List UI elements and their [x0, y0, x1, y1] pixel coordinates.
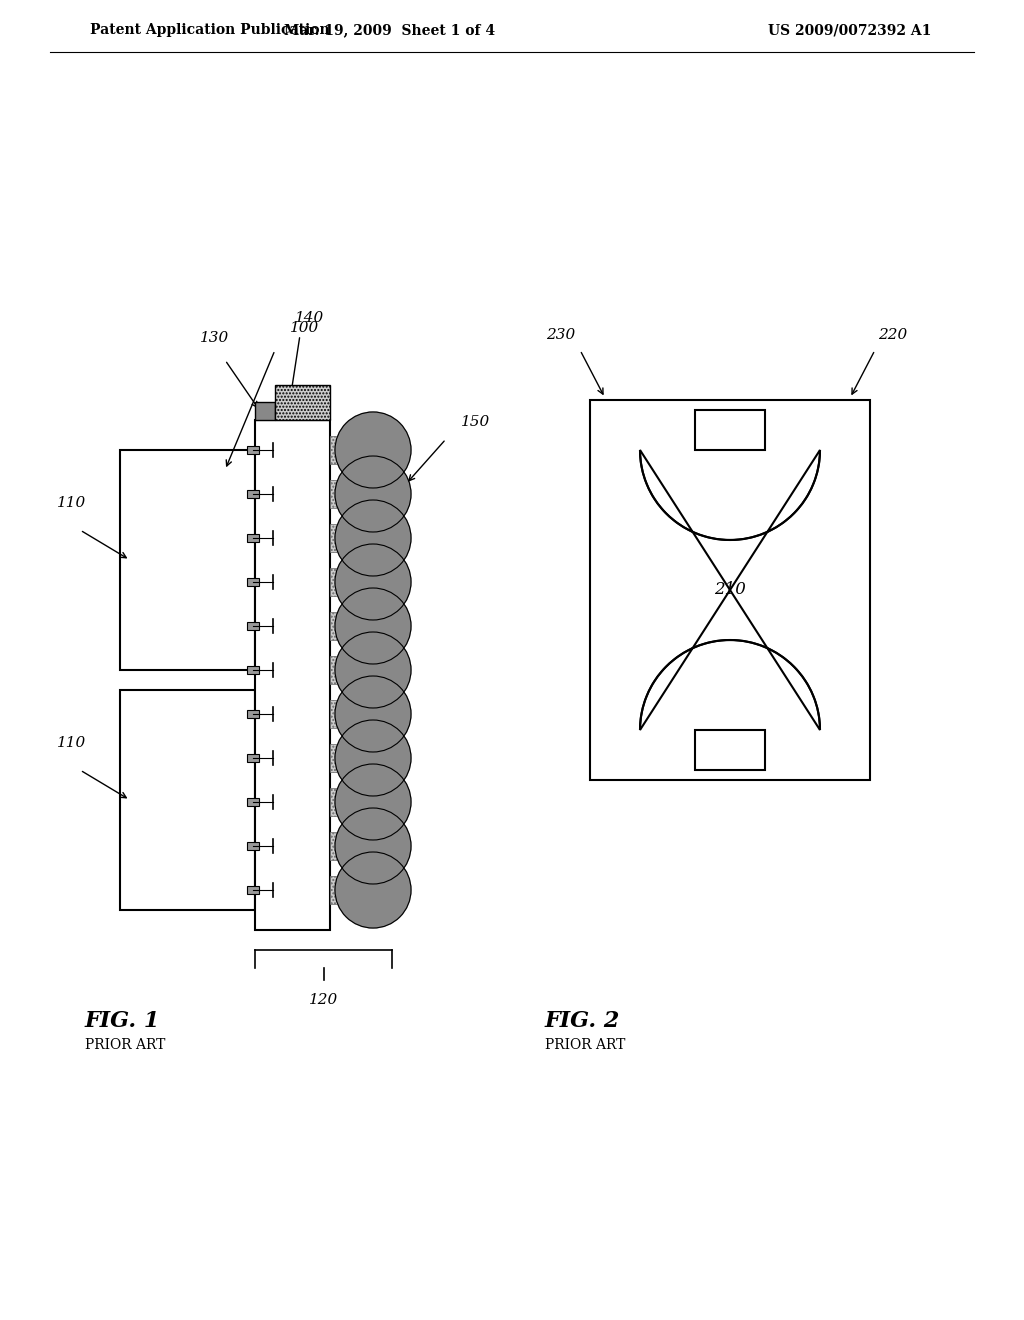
- Bar: [247, 535, 259, 543]
- Text: FIG. 1: FIG. 1: [85, 1010, 161, 1032]
- Circle shape: [335, 851, 411, 928]
- Bar: [330, 832, 385, 861]
- Bar: [255, 420, 330, 931]
- Bar: [330, 656, 385, 684]
- Bar: [330, 612, 385, 640]
- Text: PRIOR ART: PRIOR ART: [85, 1038, 165, 1052]
- Bar: [247, 490, 259, 498]
- Text: 150: 150: [461, 414, 490, 429]
- Text: US 2009/0072392 A1: US 2009/0072392 A1: [768, 22, 932, 37]
- Bar: [330, 436, 385, 465]
- Bar: [120, 450, 255, 671]
- Text: Patent Application Publication: Patent Application Publication: [90, 22, 330, 37]
- Bar: [330, 744, 385, 772]
- Bar: [247, 886, 259, 894]
- Polygon shape: [640, 450, 820, 730]
- Circle shape: [640, 500, 820, 680]
- Text: 130: 130: [201, 331, 229, 345]
- Circle shape: [335, 455, 411, 532]
- Bar: [275, 385, 330, 420]
- Bar: [247, 710, 259, 718]
- Bar: [255, 403, 275, 420]
- Bar: [247, 622, 259, 630]
- Text: 230: 230: [546, 327, 575, 342]
- Text: 120: 120: [309, 993, 338, 1007]
- Bar: [330, 700, 385, 729]
- Bar: [247, 578, 259, 586]
- Circle shape: [335, 632, 411, 708]
- Bar: [247, 842, 259, 850]
- Circle shape: [335, 719, 411, 796]
- Bar: [247, 799, 259, 807]
- Text: 140: 140: [295, 312, 325, 325]
- Bar: [330, 788, 385, 816]
- Text: 110: 110: [57, 496, 87, 510]
- Bar: [695, 730, 765, 770]
- Text: 220: 220: [878, 327, 907, 342]
- Text: 210: 210: [714, 582, 745, 598]
- Bar: [590, 400, 870, 780]
- Circle shape: [335, 587, 411, 664]
- Circle shape: [335, 412, 411, 488]
- Circle shape: [335, 544, 411, 620]
- Bar: [247, 667, 259, 675]
- Circle shape: [335, 764, 411, 840]
- Text: 100: 100: [290, 321, 319, 335]
- Text: FIG. 2: FIG. 2: [545, 1010, 621, 1032]
- Text: Mar. 19, 2009  Sheet 1 of 4: Mar. 19, 2009 Sheet 1 of 4: [285, 22, 496, 37]
- Bar: [247, 754, 259, 762]
- Text: 110: 110: [57, 737, 87, 750]
- Bar: [330, 568, 385, 597]
- Text: PRIOR ART: PRIOR ART: [545, 1038, 626, 1052]
- Bar: [330, 524, 385, 552]
- Circle shape: [335, 808, 411, 884]
- Bar: [247, 446, 259, 454]
- Bar: [695, 411, 765, 450]
- Bar: [330, 876, 385, 904]
- Bar: [330, 480, 385, 508]
- Circle shape: [335, 500, 411, 576]
- Circle shape: [335, 676, 411, 752]
- Bar: [120, 690, 255, 909]
